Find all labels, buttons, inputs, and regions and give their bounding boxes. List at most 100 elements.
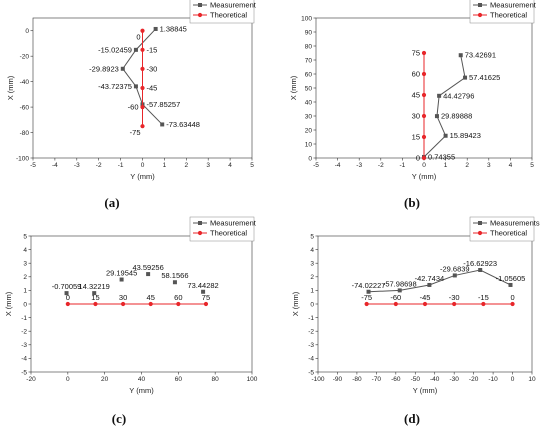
- y-axis-label: X (mm): [291, 291, 300, 316]
- y-tick-label: 40: [305, 99, 313, 106]
- y-tick-label: -40: [20, 79, 30, 86]
- data-label: 58.1566: [161, 271, 188, 280]
- data-label: 0: [66, 293, 70, 302]
- y-tick-label: 5: [310, 233, 314, 240]
- x-axis-label: Y (mm): [412, 172, 437, 181]
- data-point: [421, 92, 427, 98]
- data-label: 45: [147, 293, 155, 302]
- data-point: [148, 301, 153, 307]
- data-label: 60: [412, 70, 420, 79]
- x-tick-label: 2: [184, 162, 188, 169]
- data-label: 0: [510, 293, 514, 302]
- chart-panel-4: -100 -90 -80 -70 -60 -50 -40 -30 -20 -10 0 10-5-4-3…: [291, 216, 540, 426]
- chart-panel-2: -5 -4 -3 -2 -1 0 1 2 3 4 50102030405060708090100Y …: [289, 0, 537, 210]
- data-point: [434, 114, 439, 119]
- y-tick-label: 4: [310, 247, 314, 254]
- data-label: 43.59256: [132, 263, 163, 272]
- legend-marker: [478, 221, 482, 225]
- data-label: 30: [119, 293, 127, 302]
- x-tick-label: 20: [101, 376, 109, 383]
- data-label: -75: [130, 128, 141, 137]
- x-tick-label: -10: [488, 376, 498, 383]
- data-point: [393, 301, 398, 307]
- x-tick-label: -2: [378, 162, 384, 169]
- data-point: [397, 288, 402, 293]
- x-tick-label: 3: [487, 162, 491, 169]
- data-point: [366, 289, 371, 294]
- x-tick-label: 5: [530, 162, 534, 169]
- x-tick-label: 100: [247, 376, 258, 383]
- data-point: [481, 301, 486, 307]
- y-tick-label: 50: [305, 85, 313, 92]
- chart-panel-1: -5 -4 -3 -2 -1 0 1 2 3 4 5 -100 -80 -60 -40 -20 0 Y (mm) X…: [6, 0, 257, 210]
- data-label: 60: [174, 293, 182, 302]
- series-measurements: [366, 268, 513, 294]
- y-tick-label: 5: [23, 233, 27, 240]
- data-point: [421, 155, 427, 161]
- x-tick-label: 0: [422, 162, 426, 169]
- series-measurement: [422, 53, 468, 159]
- y-tick-label: 4: [23, 247, 27, 254]
- y-tick-label: 20: [305, 127, 313, 134]
- data-point: [510, 301, 515, 307]
- y-tick-label: -4: [308, 356, 314, 363]
- legend-label: Measurement: [210, 219, 257, 228]
- legend-label: Measurement: [490, 1, 537, 10]
- y-tick-label: 10: [305, 141, 313, 148]
- legend-box: [189, 0, 255, 24]
- data-point: [140, 47, 145, 52]
- x-tick-label: 3: [206, 162, 210, 169]
- legend-label: Theoretical: [490, 229, 527, 238]
- legend-marker: [198, 221, 202, 225]
- y-tick-label: 1: [310, 288, 314, 295]
- series-line: [423, 55, 466, 158]
- data-point: [364, 301, 369, 307]
- panel-label: (b): [404, 195, 420, 210]
- legend-label: Measurements: [490, 219, 540, 228]
- y-tick-label: -5: [21, 369, 27, 376]
- data-label: -29.8923: [89, 64, 119, 73]
- data-point: [421, 71, 427, 77]
- data-label: 0.74355: [428, 152, 455, 161]
- x-tick-label: 1: [444, 162, 448, 169]
- y-tick-label: 2: [23, 274, 27, 281]
- data-point: [93, 301, 98, 307]
- y-tick-label: 1: [23, 288, 27, 295]
- legend-box: [469, 0, 535, 24]
- legend-label: Measurement: [210, 1, 257, 10]
- y-tick-label: 0: [308, 155, 312, 162]
- x-tick-label: 5: [250, 162, 254, 169]
- x-tick-label: -30: [449, 376, 459, 383]
- data-label: 75: [412, 49, 420, 58]
- x-tick-label: -100: [311, 376, 324, 383]
- x-tick-label: -40: [430, 376, 440, 383]
- x-tick-label: -80: [352, 376, 362, 383]
- x-axis-label: Y (mm): [413, 386, 438, 395]
- x-tick-label: 0: [141, 162, 145, 169]
- data-label: -30: [147, 64, 158, 73]
- data-label: -45: [420, 293, 431, 302]
- y-tick-label: -20: [20, 53, 30, 60]
- data-label: 44.42796: [443, 91, 474, 100]
- legend-marker: [477, 230, 483, 236]
- data-point: [463, 75, 468, 80]
- y-tick-label: -100: [16, 155, 29, 162]
- data-point: [133, 47, 138, 52]
- data-point: [176, 301, 181, 307]
- data-label: 1.38845: [160, 24, 187, 33]
- data-label: 15: [91, 293, 99, 302]
- x-tick-label: 0: [511, 376, 515, 383]
- data-point: [201, 289, 206, 294]
- y-tick-label: -2: [308, 329, 314, 336]
- x-tick-label: -1: [400, 162, 406, 169]
- data-point: [140, 124, 145, 129]
- x-tick-label: -3: [74, 162, 80, 169]
- y-tick-label: -3: [308, 342, 314, 349]
- y-tick-label: 2: [310, 274, 314, 281]
- data-label: 0: [136, 33, 140, 42]
- legend-label: Theoretical: [490, 11, 527, 20]
- data-label: 57.41625: [469, 73, 500, 82]
